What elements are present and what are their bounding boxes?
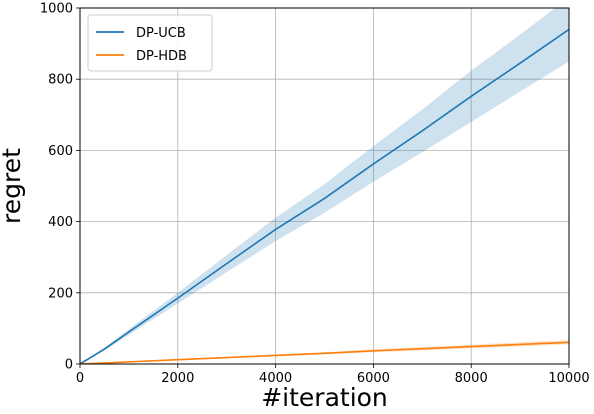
legend: DP-UCB DP-HDB	[87, 14, 213, 72]
x-tick-label: 4000	[259, 371, 292, 386]
x-tick-label: 10000	[548, 371, 589, 386]
series-line	[80, 28, 569, 364]
axis-ticks: 0 2000 4000 6000 8000 10000 0 200 400 600 800 1000	[40, 2, 590, 387]
x-tick-label: 0	[76, 371, 84, 386]
x-tick-label: 2000	[161, 371, 194, 386]
series-lines	[80, 28, 569, 364]
y-tick-label: 200	[48, 286, 73, 301]
x-axis-label: #iteration	[261, 383, 388, 412]
y-tick-label: 1000	[40, 2, 73, 17]
series-line	[80, 341, 569, 364]
y-tick-label: 0	[65, 358, 73, 373]
x-tick-label: 6000	[357, 371, 390, 386]
y-tick-label: 400	[48, 215, 73, 230]
y-axis-label: regret	[0, 148, 26, 224]
legend-label: DP-UCB	[136, 26, 186, 41]
y-tick-label: 800	[48, 73, 73, 88]
y-tick-label: 600	[48, 144, 73, 159]
confidence-band	[80, 8, 569, 364]
legend-label: DP-HDB	[136, 49, 187, 64]
x-tick-label: 8000	[455, 371, 488, 386]
legend-box	[87, 14, 213, 72]
plot-frame	[79, 7, 570, 365]
